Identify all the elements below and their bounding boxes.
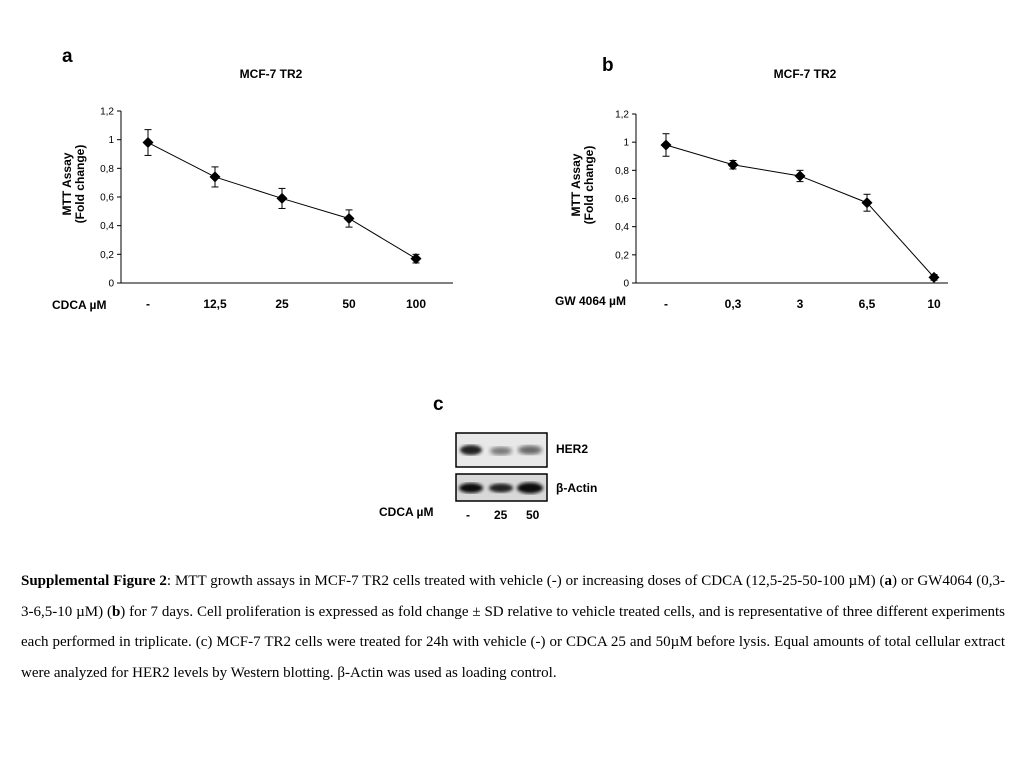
- chart-a-xtick-label: 12,5: [203, 297, 227, 311]
- panel-letter-b: b: [602, 55, 614, 76]
- chart-b-plot: 0 0,2 0,4 0,6 0,8 1 1,2 - 0,3 3 6,5 10: [615, 110, 948, 311]
- blot-strip-her2: [455, 432, 548, 468]
- blot-lane-2: 50: [526, 508, 540, 522]
- blot-strip-actin: [455, 473, 548, 502]
- caption-part1: : MTT growth assays in MCF-7 TR2 cells t…: [166, 573, 885, 589]
- chart-b-xlabel: GW 4064 µM: [555, 294, 626, 308]
- chart-a-title: MCF-7 TR2: [239, 67, 303, 81]
- chart-a-data-point: [142, 137, 154, 149]
- chart-a-ytick-label: 0,6: [100, 193, 114, 204]
- panel-letter-a: a: [62, 46, 73, 67]
- chart-a-data-point: [276, 192, 288, 204]
- chart-a-ytick-label: 0,4: [100, 221, 114, 232]
- chart-a-xlabel: CDCA µM: [52, 298, 107, 312]
- chart-b-ytick-label: 1: [623, 138, 629, 149]
- chart-a-xtick-label: 25: [275, 297, 289, 311]
- chart-b-xtick-label: 6,5: [859, 297, 876, 311]
- caption-part2: ) or GW4064 (0,3-3-6,5-10 µM) (: [21, 573, 1005, 620]
- chart-a-xtick-label: -: [146, 297, 150, 311]
- chart-b-title: MCF-7 TR2: [773, 67, 837, 81]
- chart-b-ytick-label: 0,2: [615, 250, 629, 261]
- chart-b-data-point: [861, 197, 873, 209]
- blot-lane-0: -: [466, 508, 470, 522]
- figure-caption: Supplemental Figure 2: MTT growth assays…: [21, 566, 1005, 688]
- chart-a-data-point: [410, 253, 422, 265]
- chart-b-xtick-label: -: [664, 297, 668, 311]
- chart-b-series-line: [665, 144, 935, 278]
- blot-lane-1: 25: [494, 508, 508, 522]
- chart-b-ytick-label: 0,4: [615, 222, 629, 233]
- chart-b-ytick-label: 0,8: [615, 166, 629, 177]
- caption-part3: ) for 7 days. Cell proliferation is expr…: [21, 603, 1005, 681]
- chart-a-ytick-label: 0,8: [100, 164, 114, 175]
- chart-b-xtick-label: 10: [927, 297, 941, 311]
- chart-b-ytick-label: 0,6: [615, 194, 629, 205]
- chart-a-xtick-label: 50: [342, 297, 356, 311]
- chart-a-plot: 0 0,2 0,4 0,6 0,8 1 1,2 - 12,5 25 50 100: [100, 107, 453, 311]
- chart-b-data-point: [727, 159, 739, 171]
- chart-b-data-point: [928, 271, 940, 283]
- chart-a-ytick-label: 1: [108, 135, 114, 146]
- blot-label-her2: HER2: [556, 442, 589, 456]
- caption-title: Supplemental Figure 2: [21, 573, 167, 589]
- chart-a-ytick-label: 0: [108, 279, 114, 290]
- chart-b-ytick-label: 0: [623, 279, 629, 290]
- chart-b-data-point: [660, 139, 672, 151]
- chart-b-ylabel-line2: (Fold change): [582, 145, 596, 225]
- blot-label-actin: β-Actin: [556, 481, 598, 495]
- chart-a-ytick-label: 0,2: [100, 250, 114, 261]
- chart-b-ylabel-line1: MTT Assay: [569, 153, 583, 217]
- chart-b-xtick-label: 0,3: [725, 297, 742, 311]
- blot-treatment-label: CDCA µM: [379, 505, 434, 519]
- chart-a-xtick-label: 100: [406, 297, 426, 311]
- chart-a-ytick-label: 1,2: [100, 107, 114, 118]
- caption-a: a: [884, 573, 893, 589]
- chart-b-ytick-label: 1,2: [615, 110, 629, 121]
- western-blot-image: [455, 432, 548, 502]
- chart-b-ylabel: MTT Assay (Fold change): [569, 115, 596, 255]
- caption-b: b: [111, 603, 121, 620]
- chart-a-data-point: [209, 171, 221, 183]
- chart-a-data-point: [343, 213, 355, 224]
- chart-b-data-point: [794, 170, 806, 182]
- panel-letter-c: c: [433, 394, 444, 415]
- chart-a-ylabel-line1: MTT Assay: [60, 152, 74, 216]
- chart-b-xtick-label: 3: [797, 297, 804, 311]
